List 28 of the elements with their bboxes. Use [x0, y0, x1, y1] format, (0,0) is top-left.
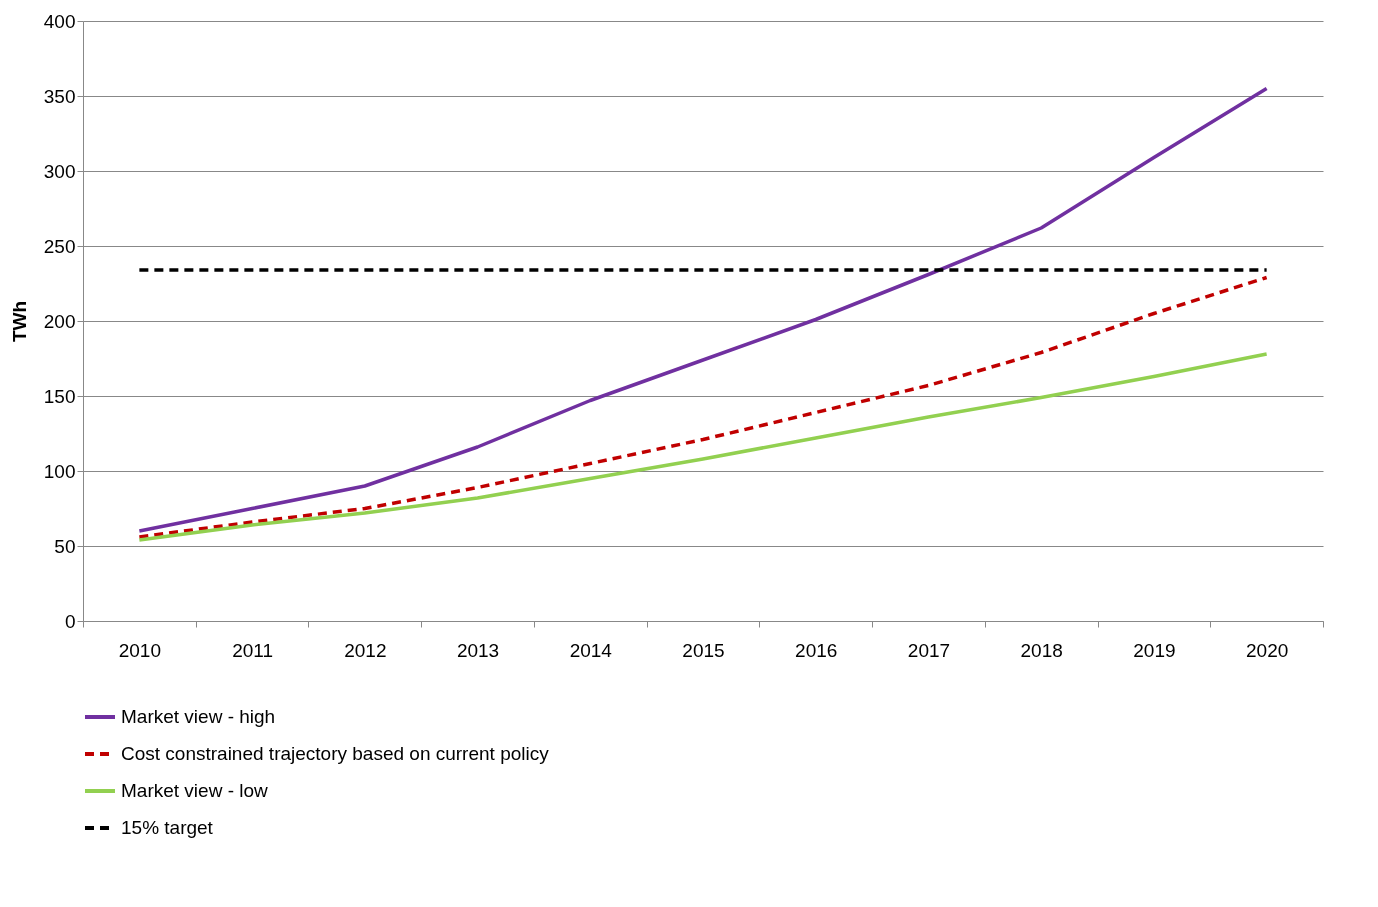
y-tick-label: 50 [54, 535, 76, 557]
y-tick-label: 0 [64, 610, 76, 632]
line-series [137, 86, 1269, 533]
legend-label: Market view - high [121, 706, 276, 727]
legend-label: 15% target [121, 817, 214, 838]
y-tick-label: 250 [43, 235, 76, 257]
y-tick-label: 350 [43, 85, 76, 107]
y-tick-label: 150 [43, 385, 76, 407]
y-axis-title: TWh [8, 300, 30, 343]
legend-label: Market view - low [121, 780, 269, 801]
y-tick-label: 400 [43, 10, 76, 32]
y-tick-label: 300 [43, 160, 76, 182]
x-tick-label: 2018 [1020, 639, 1063, 661]
x-tick-label: 2010 [118, 639, 161, 661]
x-tick-label: 2012 [344, 639, 387, 661]
x-tick-label: 2011 [232, 639, 274, 661]
x-tick-label: 2013 [456, 639, 500, 661]
x-tick-label: 2019 [1133, 639, 1176, 661]
y-tick-label: 100 [43, 460, 76, 482]
line-series [137, 352, 1269, 542]
line-series [137, 275, 1269, 539]
legend-label: Cost constrained trajectory based on current policy [121, 743, 550, 764]
x-tick-label: 2015 [682, 639, 725, 661]
x-tick-label: 2014 [569, 639, 613, 661]
x-tick-label: 2016 [795, 639, 838, 661]
y-tick-label: 200 [43, 310, 76, 332]
x-tick-label: 2017 [907, 639, 951, 661]
x-tick-label: 2020 [1246, 639, 1289, 661]
